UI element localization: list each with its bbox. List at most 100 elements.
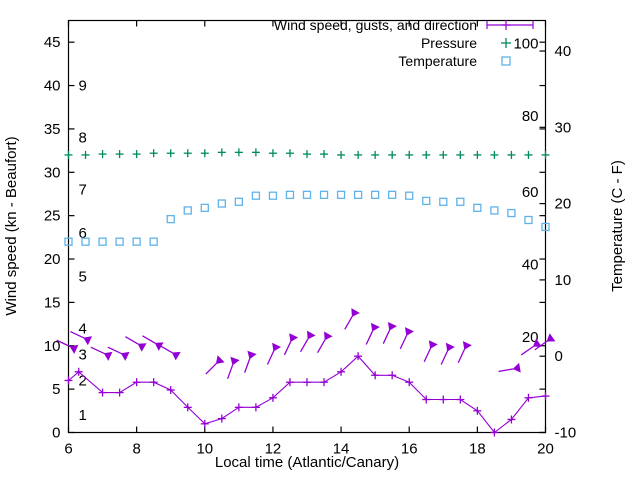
data-point-marker	[439, 197, 448, 206]
fahrenheit-label: 100	[513, 35, 538, 52]
beaufort-label: 5	[79, 268, 87, 285]
data-point-marker	[115, 237, 124, 246]
beaufort-label: 1	[79, 407, 87, 424]
fahrenheit-label: 80	[522, 108, 539, 125]
legend-label-pressure: Pressure	[421, 35, 477, 51]
wind-arrow-head	[307, 330, 316, 340]
wind-arrow-shaft	[142, 335, 156, 344]
y2-tick-label: 40	[555, 43, 572, 60]
fahrenheit-label: 20	[522, 329, 539, 346]
wind-arrow-shaft	[205, 362, 217, 375]
wind-arrow-head	[428, 340, 438, 349]
x-tick-label: 20	[537, 441, 554, 458]
series-pressure	[64, 148, 550, 159]
legend-swatch-temperature	[501, 56, 511, 66]
beaufort-label: 6	[79, 225, 87, 242]
wind-direction-arrows	[56, 308, 556, 380]
wind-arrow-shaft	[244, 358, 251, 373]
wind-arrow-head	[445, 342, 455, 352]
beaufort-label: 8	[79, 130, 87, 147]
wind-arrow-head	[103, 351, 113, 361]
x-tick-label: 12	[265, 441, 282, 458]
y-tick-label: 40	[44, 78, 61, 95]
x-tick-label: 18	[469, 441, 486, 458]
wind-arrow-shaft	[90, 346, 105, 355]
y-axis-title: Wind speed (kn - Beaufort)	[3, 136, 20, 315]
x-tick-label: 8	[132, 441, 140, 458]
wind-arrow-shaft	[399, 335, 408, 350]
data-point-marker	[132, 237, 141, 246]
beaufort-label: 7	[79, 182, 87, 199]
wind-arrow-shaft	[316, 339, 326, 354]
legend-label-temperature: Temperature	[398, 53, 477, 69]
y2-axis-ticks: -10 0 10 20 30 40	[539, 43, 577, 442]
data-point-marker	[370, 190, 380, 199]
wind-arrow-shaft	[498, 368, 514, 373]
y2-tick-label: -10	[555, 425, 577, 442]
wind-arrow-head	[247, 350, 257, 360]
wind-arrow-head	[230, 356, 240, 366]
y2-tick-label: 0	[555, 348, 563, 365]
fahrenheit-label: 60	[522, 184, 539, 201]
data-point-marker	[200, 203, 209, 213]
x-axis-title: Local time (Atlantic/Canary)	[215, 454, 399, 471]
wind-arrow-head	[512, 362, 521, 373]
chart-legend: Wind speed, gusts, and direction Pressur…	[274, 17, 534, 69]
y2-tick-label: 10	[555, 272, 572, 289]
wind-arrow-shaft	[226, 364, 234, 380]
data-point-marker	[285, 190, 295, 199]
wind-arrow-shaft	[423, 348, 432, 363]
data-point-marker	[217, 199, 226, 208]
wind-arrow-shaft	[520, 345, 534, 356]
wind-arrow-head	[324, 331, 333, 341]
beaufort-label: 4	[79, 320, 87, 337]
data-point-marker	[319, 190, 329, 199]
data-point-marker	[268, 191, 278, 200]
data-point-marker	[507, 208, 516, 218]
wind-arrow-shaft	[440, 350, 449, 365]
data-point-marker	[234, 197, 244, 206]
wind-arrow-head	[171, 351, 181, 361]
wind-arrow-shaft	[382, 329, 391, 344]
legend-swatch-pressure	[501, 38, 511, 48]
data-point-marker	[166, 214, 175, 224]
wind-speed-line	[68, 355, 546, 434]
data-point-marker	[490, 206, 499, 215]
x-tick-label: 16	[401, 441, 418, 458]
wind-arrow-shaft	[159, 344, 173, 354]
data-point-marker	[183, 206, 192, 215]
data-point-marker	[405, 191, 414, 200]
y2-axis-title: Temperature (C - F)	[609, 160, 626, 292]
wind-arrow-shaft	[266, 350, 275, 365]
data-point-marker	[473, 203, 482, 213]
legend-swatch-wind	[486, 20, 534, 30]
y-tick-label: 45	[44, 34, 61, 51]
series-temperature	[64, 190, 550, 246]
wind-arrow-head	[532, 338, 542, 347]
y2-tick-label: 20	[555, 196, 572, 213]
legend-label-wind: Wind speed, gusts, and direction	[274, 17, 477, 33]
x-axis-ticks: 6 8 10 12 14 16 18 20	[64, 20, 554, 458]
y-tick-label: 30	[44, 164, 61, 181]
data-point-marker	[388, 190, 397, 199]
beaufort-scale-labels: 1 2 3 4 5 6 7 8 9	[79, 78, 87, 425]
x-tick-label: 10	[196, 441, 213, 458]
fahrenheit-label: 40	[522, 257, 539, 274]
wind-arrow-shaft	[125, 336, 139, 345]
wind-arrow-head	[69, 344, 79, 354]
wind-arrow-head	[215, 355, 225, 364]
series-wind-speed	[64, 352, 550, 437]
wind-arrow-head	[404, 327, 414, 336]
wind-arrow-shaft	[365, 330, 374, 345]
beaufort-label: 2	[79, 372, 87, 389]
wind-arrow-head	[351, 308, 360, 317]
data-point-marker	[336, 190, 346, 199]
y-tick-label: 15	[44, 294, 61, 311]
x-tick-label: 6	[64, 441, 72, 458]
data-point-marker	[64, 237, 73, 246]
data-point-marker	[98, 237, 107, 246]
data-point-marker	[541, 222, 550, 232]
